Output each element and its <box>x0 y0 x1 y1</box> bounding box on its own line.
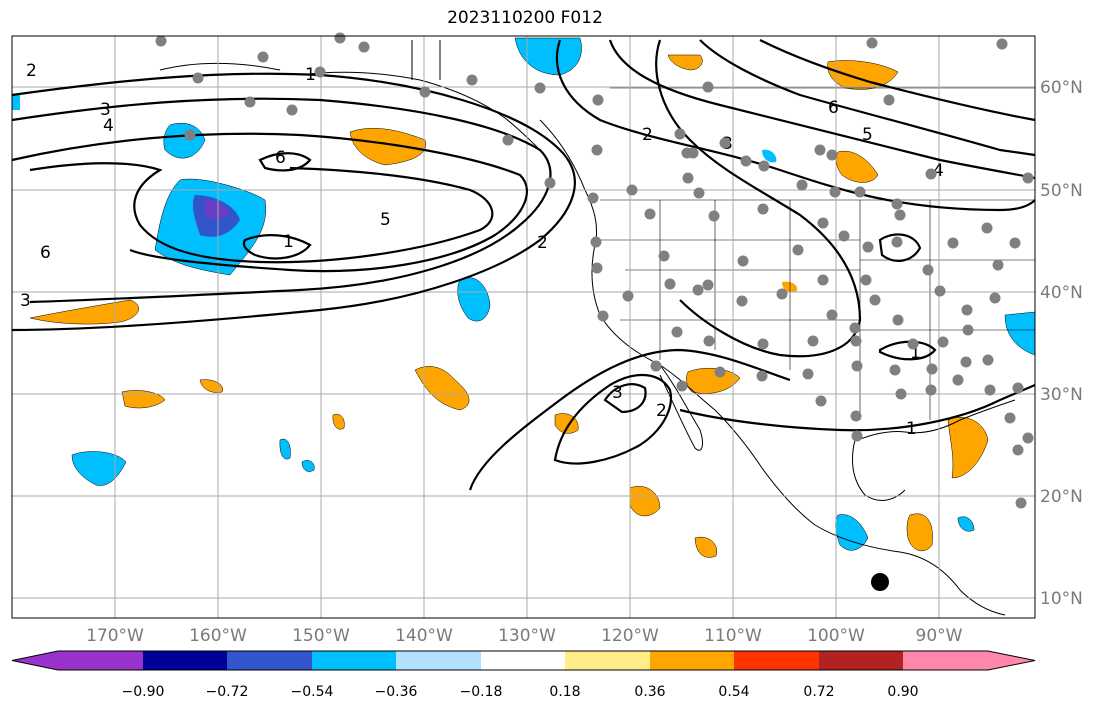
shade-region-orange-10 <box>121 390 166 409</box>
colorbar-segment-4 <box>396 651 481 670</box>
colorbar-segment-1 <box>143 651 227 670</box>
contour-label-4a: 4 <box>103 116 114 136</box>
colorbar <box>11 650 1036 671</box>
lon-label-120w: 120°W <box>601 626 659 646</box>
shade-region-orange-9 <box>906 513 933 552</box>
contour-label-2d: 2 <box>656 401 667 421</box>
shade-region-blue-4 <box>457 277 491 322</box>
positive-shading <box>29 54 989 558</box>
lon-label-150w: 150°W <box>292 626 350 646</box>
lat-label-30: 30°N <box>1040 385 1083 405</box>
lon-label-90w: 90°W <box>916 626 963 646</box>
contour-label-1a: 1 <box>305 65 316 85</box>
colorbar-tick-9: 0.90 <box>887 684 918 700</box>
shade-region-orange-15 <box>199 379 223 393</box>
colorbar-tick-0: −0.90 <box>122 684 165 700</box>
map-frame <box>11 35 1036 619</box>
lon-label-170w: 170°W <box>86 626 144 646</box>
lon-label-160w: 160°W <box>189 626 247 646</box>
shade-region-orange-6 <box>414 366 470 411</box>
colorbar-tick-6: 0.36 <box>634 684 665 700</box>
contour-label-3a: 3 <box>100 100 111 120</box>
colorbar-segment-2 <box>227 651 312 670</box>
contour-label-2b: 2 <box>537 233 548 253</box>
lon-label-110w: 110°W <box>704 626 762 646</box>
contour-label-2c: 2 <box>642 125 653 145</box>
colorbar-tick-2: −0.54 <box>291 684 334 700</box>
shade-region-orange-11 <box>629 486 661 517</box>
contour-label-1d: 1 <box>910 343 921 363</box>
map-title: 2023110200 F012 <box>447 8 603 28</box>
highlight-marker <box>871 573 889 591</box>
contour-label-3d: 3 <box>612 383 623 403</box>
colorbar-segment-7 <box>650 651 734 670</box>
shade-region-blue-8 <box>12 95 20 110</box>
shade-region-blue-12 <box>762 149 777 163</box>
lat-label-20: 20°N <box>1040 487 1083 507</box>
contour-label-3b: 3 <box>20 291 31 311</box>
contour-label-6c: 6 <box>828 98 839 118</box>
lon-label-140w: 140°W <box>395 626 453 646</box>
contour-lines <box>11 39 1036 491</box>
lat-label-60: 60°N <box>1040 78 1083 98</box>
lon-label-100w: 100°W <box>807 626 865 646</box>
colorbar-segment-9 <box>819 651 903 670</box>
shade-region-orange-8 <box>947 416 989 479</box>
colorbar-tick-1: −0.72 <box>206 684 249 700</box>
contour-label-1b: 1 <box>283 232 294 252</box>
colorbar-extend-low <box>12 651 59 670</box>
colorbar-segment-0 <box>58 651 143 670</box>
colorbar-segment-8 <box>734 651 819 670</box>
shade-region-orange-3 <box>827 60 899 90</box>
longitude-labels: 170°W 160°W 150°W 140°W 130°W 120°W 110°… <box>86 626 963 646</box>
shade-region-orange-4 <box>836 150 879 183</box>
contour-label-1c: 1 <box>906 419 917 439</box>
state-borders <box>600 87 1035 420</box>
contour-label-5a: 5 <box>380 210 391 230</box>
shade-region-blue-2 <box>163 122 206 159</box>
lat-label-10: 10°N <box>1040 589 1083 609</box>
negative-shading <box>12 37 1036 551</box>
shade-region-orange-5 <box>667 54 703 71</box>
latitude-labels: 60°N 50°N 40°N 30°N 20°N 10°N <box>1040 78 1083 609</box>
shade-region-blue-10 <box>301 460 315 472</box>
contour-label-5b: 5 <box>862 125 873 145</box>
shade-region-orange-12 <box>694 536 718 558</box>
contour-label-6a: 6 <box>40 243 51 263</box>
colorbar-tick-3: −0.36 <box>375 684 418 700</box>
colorbar-labels: −0.90 −0.72 −0.54 −0.36 −0.18 0.18 0.36 … <box>122 684 919 700</box>
contour-label-4b: 4 <box>933 161 944 181</box>
colorbar-extend-high <box>987 651 1035 670</box>
colorbar-tick-7: 0.54 <box>718 684 749 700</box>
shade-region-blue-11 <box>957 516 975 532</box>
lat-label-40: 40°N <box>1040 283 1083 303</box>
shade-region-blue-5 <box>71 451 127 486</box>
lon-label-130w: 130°W <box>498 626 556 646</box>
colorbar-tick-4: −0.18 <box>460 684 503 700</box>
station-markers <box>155 32 1034 509</box>
colorbar-tick-5: 0.18 <box>549 684 580 700</box>
colorbar-segment-10 <box>903 651 988 670</box>
shade-region-orange-1 <box>349 128 426 166</box>
shade-region-orange-2 <box>29 299 139 325</box>
lat-label-50: 50°N <box>1040 181 1083 201</box>
contour-label-2a: 2 <box>26 61 37 81</box>
colorbar-outline <box>11 650 1036 671</box>
colorbar-segment-3 <box>312 651 396 670</box>
shade-region-orange-16 <box>782 281 798 293</box>
colorbar-tick-8: 0.72 <box>803 684 834 700</box>
contour-label-6b: 6 <box>275 148 286 168</box>
colorbar-segment-6 <box>565 651 650 670</box>
shade-region-orange-14 <box>332 414 345 430</box>
colorbar-segment-5 <box>481 651 565 670</box>
coastlines <box>159 40 1016 616</box>
shade-region-blue-9 <box>279 438 291 460</box>
contour-label-group: 2 3 4 6 3 1 6 5 1 2 2 3 6 5 4 3 2 1 1 <box>20 61 944 439</box>
